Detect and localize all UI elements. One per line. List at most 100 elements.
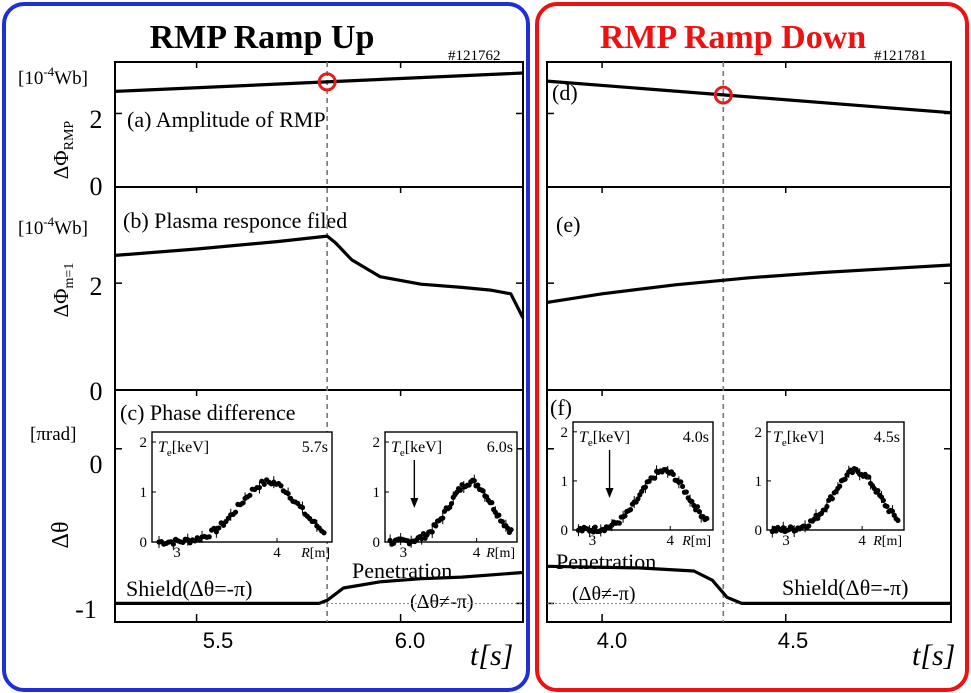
inset-arrow-head — [605, 488, 614, 498]
left-series-2 — [115, 570, 524, 605]
inset-label: Te[keV] — [579, 429, 630, 449]
inset-point — [311, 518, 318, 524]
inset-point — [220, 522, 227, 528]
inset-ytick: 2 — [373, 435, 381, 451]
inset-label: Te[keV] — [773, 429, 824, 449]
inset-arrow-head — [410, 498, 419, 508]
inset-ytick: 0 — [140, 535, 148, 551]
panel-e-box — [546, 186, 952, 391]
inset-ytick: 1 — [373, 485, 381, 501]
right-frame — [535, 2, 969, 692]
inset-point — [895, 517, 901, 523]
inset-point — [321, 530, 327, 536]
inset-xtick: 3 — [400, 545, 408, 561]
inset-ytick: 2 — [755, 425, 763, 441]
inset-label: Te[keV] — [391, 439, 442, 459]
inset-2: 0 1 2 3 4 R[m] Te[keV] 4.0s — [561, 421, 714, 549]
inset-point — [837, 483, 843, 489]
inset-point — [694, 504, 701, 510]
inset-point — [678, 479, 684, 485]
inset-ytick: 1 — [561, 474, 569, 490]
inset-ytick: 0 — [373, 535, 381, 551]
inset-xlabel: R[m] — [872, 534, 902, 549]
left-title: RMP Ramp Up — [150, 19, 375, 56]
right-marker — [713, 85, 733, 105]
inset-point — [496, 512, 502, 518]
inset-frame — [766, 421, 905, 531]
inset-time: 6.0s — [487, 439, 513, 456]
panel-f-label: (f) — [550, 395, 572, 420]
right-shield-label: Shield(Δθ=-π) — [782, 575, 908, 600]
inset-ytick: 1 — [140, 485, 148, 501]
inset-label: Te[keV] — [158, 439, 209, 459]
inset-point — [635, 496, 641, 502]
resp-ylabel: ΔΦm=1 — [49, 263, 77, 318]
inset-point — [689, 498, 695, 505]
right-shot: #121781 — [874, 48, 927, 64]
inset-xtick: 3 — [173, 545, 181, 561]
left-penetration-sub: (Δθ≠-π) — [410, 591, 474, 613]
right-penetration-sub: (Δθ≠-π) — [572, 583, 636, 605]
inset-point — [457, 487, 463, 493]
inset-time: 4.0s — [683, 429, 709, 446]
right-series-2 — [546, 564, 951, 605]
left-frame — [2, 2, 530, 692]
inset-point — [866, 474, 872, 480]
inset-ytick: 0 — [561, 523, 569, 539]
amp-unit: [10-4Wb] — [18, 64, 88, 89]
resp-unit: [10-4Wb] — [18, 214, 88, 239]
inset-time: 5.7s — [302, 439, 328, 456]
left-shield-label: Shield(Δθ=-π) — [126, 576, 252, 601]
left-xaxis-label: t[s] — [470, 639, 513, 672]
panel-d-box — [546, 61, 952, 188]
inset-frame — [572, 421, 714, 531]
phase-tick-0: 0 — [90, 450, 103, 479]
inset-xlabel: R[m] — [485, 546, 515, 561]
inset-ytick: 1 — [755, 474, 763, 490]
inset-point — [683, 489, 689, 495]
inset-xlabel: R[m] — [681, 534, 711, 549]
left-shot: #121762 — [448, 48, 501, 64]
inset-point — [206, 534, 212, 540]
right-xaxis-label: t[s] — [912, 639, 955, 672]
inset-point — [499, 518, 505, 525]
inset-point — [216, 525, 222, 531]
inset-xtick: 3 — [589, 533, 597, 549]
panel-b-label: (b) Plasma responce filed — [123, 208, 347, 233]
phase-unit: [πrad] — [30, 424, 77, 445]
inset-point — [261, 481, 267, 487]
inset-ytick: 0 — [755, 523, 763, 539]
inset-point — [475, 482, 481, 488]
inset-point — [679, 483, 686, 490]
amp-ylabel: ΔΦRMP — [49, 121, 77, 180]
inset-0: 0 1 2 3 4 R[m] Te[keV] 5.7s — [140, 431, 333, 561]
amp-tick-2: 2 — [90, 105, 103, 134]
panel-c-label: (c) Phase difference — [120, 400, 296, 425]
inset-point — [278, 483, 284, 489]
amp-tick-0: 0 — [90, 172, 103, 201]
inset-point — [696, 509, 702, 515]
inset-point — [616, 520, 622, 526]
inset-xlabel: R[m] — [300, 546, 330, 561]
inset-point — [232, 509, 239, 515]
inset-ytick: 2 — [561, 425, 569, 441]
right-penetration-label: Penetration — [556, 549, 656, 574]
inset-xtick: 4 — [858, 533, 866, 549]
right-title: RMP Ramp Down — [600, 19, 866, 56]
inset-point — [884, 503, 890, 510]
inset-point — [652, 475, 658, 481]
inset-frame — [151, 431, 333, 543]
resp-tick-2: 2 — [90, 272, 103, 301]
inset-point — [842, 476, 848, 482]
inset-point — [880, 497, 886, 503]
inset-point — [247, 492, 253, 498]
right-series-1 — [546, 263, 952, 304]
left-series-1 — [114, 234, 525, 319]
inset-point — [806, 523, 812, 529]
panel-e-label: (e) — [556, 212, 580, 237]
right-xtick-1: 4.5 — [778, 628, 809, 653]
inset-point — [829, 496, 835, 502]
right-xtick-0: 4.0 — [597, 628, 628, 653]
inset-point — [849, 469, 856, 476]
